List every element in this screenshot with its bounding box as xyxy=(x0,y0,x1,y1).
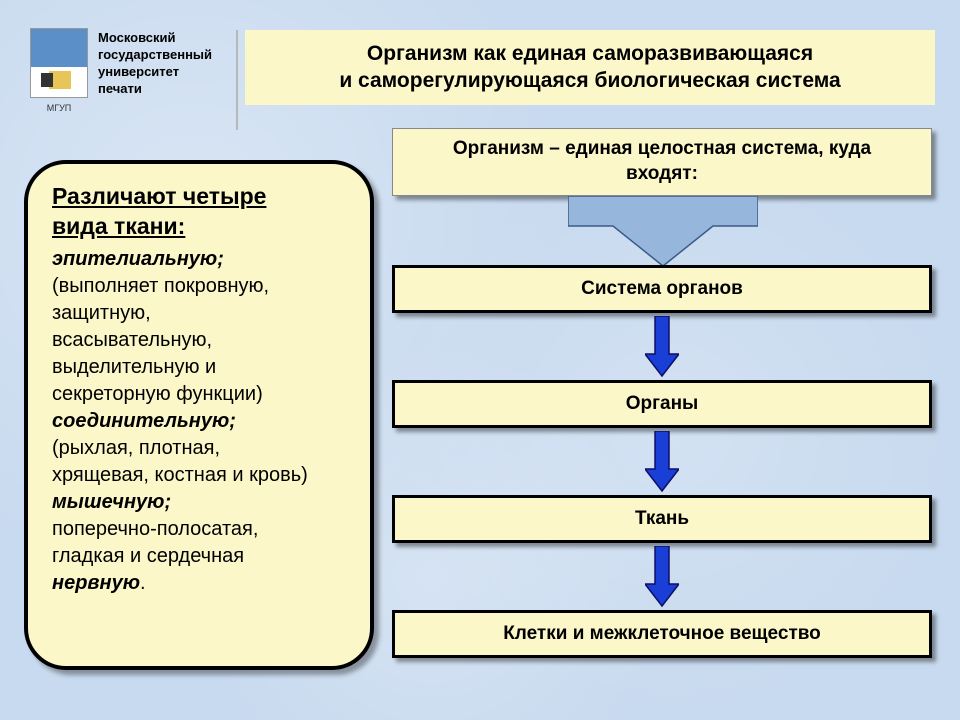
hierarchy-header-text: Организм – единая целостная система, куд… xyxy=(423,137,901,186)
desc-line: поперечно-полосатая, xyxy=(52,518,258,540)
hierarchy-level-label: Органы xyxy=(626,393,699,415)
logo-area: МГУП Московский государственный универси… xyxy=(30,28,212,98)
logo-abbr: МГУП xyxy=(31,103,87,113)
desc-line: всасывательную, xyxy=(52,329,212,351)
period: . xyxy=(140,572,146,594)
hierarchy-level-label: Система органов xyxy=(581,278,743,300)
title-line: и саморегулирующаяся биологическая систе… xyxy=(261,67,919,94)
hierarchy-level-box: Ткань xyxy=(392,495,932,543)
tissue-nervous: нервную xyxy=(52,572,140,594)
logo-icon: МГУП xyxy=(30,28,88,98)
tissue-connective: соединительную; xyxy=(52,410,236,432)
down-arrow-icon xyxy=(645,546,679,608)
separator xyxy=(236,30,238,130)
hierarchy-header-box: Организм – единая целостная система, куд… xyxy=(392,128,932,196)
uni-line: университет xyxy=(98,64,212,81)
hierarchy-level-label: Ткань xyxy=(635,508,689,530)
page-title: Организм как единая саморазвивающаяся и … xyxy=(245,30,935,105)
panel-heading: Различают четыре вида ткани: xyxy=(52,182,350,242)
hierarchy-level-label: Клетки и межклеточное вещество xyxy=(503,623,821,645)
tissue-epithelial: эпителиальную; xyxy=(52,248,224,270)
uni-line: государственный xyxy=(98,47,212,64)
university-name: Московский государственный университет п… xyxy=(98,30,212,98)
panel-body: эпителиальную; (выполняет покровную, защ… xyxy=(52,246,350,597)
desc-line: секреторную функции) xyxy=(52,383,263,405)
down-arrow-icon xyxy=(645,316,679,378)
desc-line: хрящевая, костная и кровь) xyxy=(52,464,308,486)
tissue-types-panel: Различают четыре вида ткани: эпителиальн… xyxy=(24,160,374,670)
hierarchy-level-box: Система органов xyxy=(392,265,932,313)
desc-line: выделительную и xyxy=(52,356,216,378)
down-arrow-icon xyxy=(645,431,679,493)
desc-line: (рыхлая, плотная, xyxy=(52,437,220,459)
desc-line: гладкая и сердечная xyxy=(52,545,244,567)
hierarchy-level-box: Клетки и межклеточное вещество xyxy=(392,610,932,658)
big-down-arrow-icon xyxy=(568,196,758,268)
uni-line: Московский xyxy=(98,30,212,47)
hierarchy-level-box: Органы xyxy=(392,380,932,428)
desc-line: (выполняет покровную, xyxy=(52,275,269,297)
tissue-muscle: мышечную; xyxy=(52,491,171,513)
desc-line: защитную, xyxy=(52,302,151,324)
heading-line: вида ткани: xyxy=(52,213,185,239)
title-line: Организм как единая саморазвивающаяся xyxy=(261,40,919,67)
uni-line: печати xyxy=(98,81,212,98)
heading-line: Различают четыре xyxy=(52,183,266,209)
